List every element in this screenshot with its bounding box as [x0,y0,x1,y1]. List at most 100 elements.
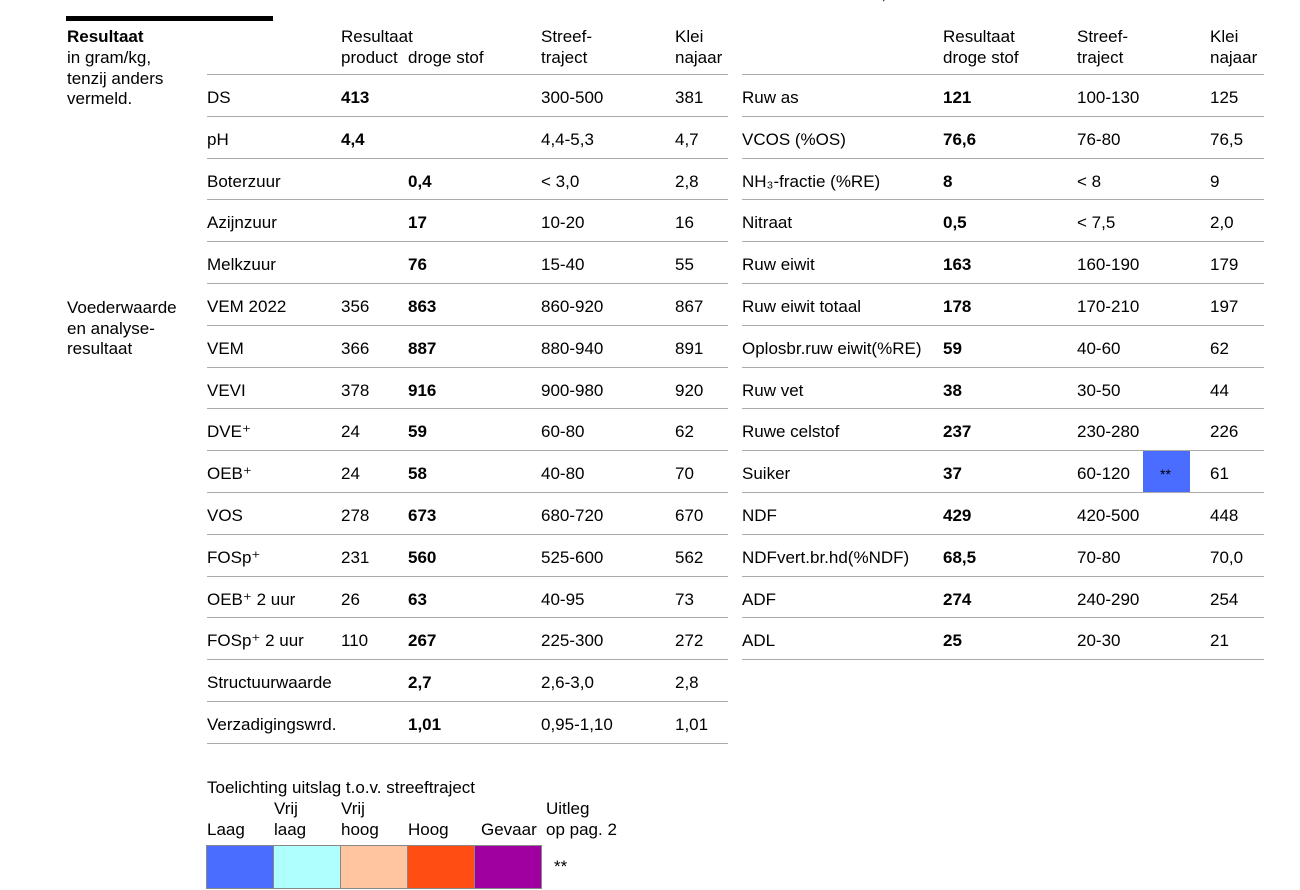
clay-value: 125 [1210,88,1239,107]
dry-matter-value: 237 [943,422,972,442]
target-range: 60-80 [541,422,585,442]
dry-matter-value: 25 [943,631,962,651]
clay-value: 254 [1210,589,1239,609]
clay-value: 73 [675,589,694,609]
column-header: product [341,48,398,67]
row-label: Ruw as [742,88,799,107]
target-range: 2,6-3,0 [541,673,594,693]
result-title: Resultaat [67,27,144,46]
target-range: 10-20 [541,213,585,233]
product-value: 4,4 [341,129,365,149]
clay-value: 61 [1210,464,1229,484]
clay-value: 9 [1210,171,1220,191]
legend-swatch [273,845,341,889]
target-range: 420-500 [1077,506,1140,525]
row-label: NDFvert.br.hd(%NDF) [742,547,910,567]
column-header: Resultaat [341,27,413,46]
row-line [742,199,1264,201]
target-range: 680-720 [541,506,604,525]
row-label: DS [207,88,231,107]
row-label: Ruw vet [742,380,804,400]
dry-matter-value: 429 [943,506,972,525]
row-line [742,575,1264,577]
legend-label: Laag [207,820,245,839]
row-label: VOS [207,506,243,525]
target-range: 240-290 [1077,589,1140,609]
target-range: 20-30 [1077,631,1121,651]
target-range: 525-600 [541,547,604,567]
row-label: Nitraat [742,213,793,233]
row-line [742,659,1264,661]
target-range: 4,4-5,3 [541,129,594,149]
row-label: Boterzuur [207,171,281,191]
clay-value: 62 [1210,338,1229,358]
dry-matter-value: 76,6 [943,129,977,149]
row-line [207,617,728,619]
row-line [207,324,728,326]
clay-value: 272 [675,631,704,651]
legend-label: Vrij [274,799,298,818]
clay-value: 867 [675,297,704,316]
address: Postbus 20042, 7302 HA APELDOORN [768,0,1067,4]
top-bar [66,16,273,21]
row-label: Azijnzuur [207,213,277,233]
clay-value: 44 [1210,380,1229,400]
row-line [207,575,728,577]
target-range: 230-280 [1077,422,1140,442]
clay-value: 70 [675,464,694,484]
flag-marker: ** [1160,466,1171,483]
row-line [742,283,1264,284]
dry-matter-value: 8 [943,171,953,191]
row-line [207,450,728,452]
target-range: 170-210 [1077,297,1140,316]
row-line [742,241,1264,243]
clay-value: 1,01 [675,715,709,734]
result-note: vermeld. [67,89,133,109]
row-label: OEB⁺ [207,464,252,484]
row-line [207,366,728,368]
product-value: 356 [341,297,370,316]
row-line [742,366,1264,368]
row-line [742,450,1264,452]
column-header: traject [1077,48,1124,67]
row-line [742,408,1264,410]
legend-note: Uitleg [546,799,590,818]
clay-value: 381 [675,88,704,107]
column-header: traject [541,48,588,67]
target-range: 860-920 [541,297,604,316]
clay-value: 2,8 [675,171,699,191]
legend-label: Vrij [341,799,365,818]
row-label: pH [207,129,229,149]
dry-matter-value: 63 [408,589,427,609]
row-label: Melkzuur [207,255,276,275]
clay-value: 891 [675,338,704,358]
dry-matter-value: 178 [943,297,972,316]
target-range: 0,95-1,10 [541,715,613,734]
product-value: 231 [341,547,370,567]
section-label: en analyse- [67,318,155,338]
clay-value: 562 [675,547,704,567]
row-label: Ruw eiwit totaal [742,297,862,316]
dry-matter-value: 274 [943,589,972,609]
row-label: ADF [742,589,776,609]
dry-matter-value: 121 [943,88,972,107]
target-range: 40-95 [541,589,585,609]
legend-swatch [340,845,408,889]
row-label: Ruw eiwit [742,255,815,275]
row-label: VEVI [207,380,246,400]
row-line [207,492,728,493]
dry-matter-value: 68,5 [943,547,977,567]
dry-matter-value: 37 [943,464,962,484]
dry-matter-value: 38 [943,380,962,400]
row-label: VCOS (%OS) [742,129,846,149]
column-header: najaar [1210,48,1258,67]
legend-title: Toelichting uitslag t.o.v. streeftraject [207,778,476,797]
row-label: VEM [207,338,244,358]
row-line [207,241,728,243]
column-header: Streef- [1077,27,1129,46]
target-range: 300-500 [541,88,604,107]
dry-matter-value: 58 [408,464,427,484]
section-label: Voederwaarde [67,298,177,317]
column-header: Resultaat [943,27,1015,46]
clay-value: 2,0 [1210,213,1234,233]
